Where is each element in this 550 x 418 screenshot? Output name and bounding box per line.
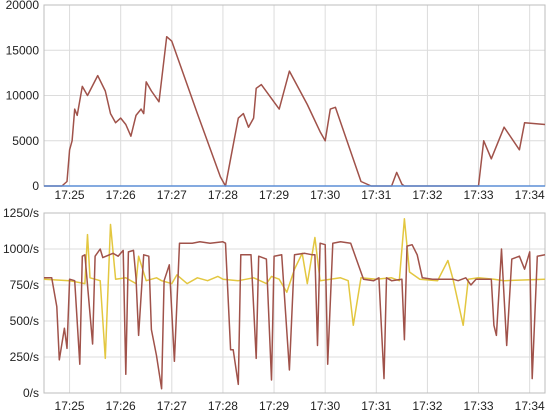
bottom-chart-panel: 0/s 250/s 500/s 750/s 1000/s 1250/s 17:25 17:26… xyxy=(3,206,546,413)
bottom-x-tick-label: 17:32 xyxy=(412,399,442,413)
bottom-series-line-0 xyxy=(43,218,546,360)
top-x-tick-label: 17:29 xyxy=(259,188,289,202)
top-x-tick-label: 17:25 xyxy=(55,188,85,202)
bottom-y-tick-label: 1000/s xyxy=(3,242,39,256)
bottom-x-tick-label: 17:30 xyxy=(310,399,340,413)
bottom-x-tick-label: 17:27 xyxy=(157,399,187,413)
top-chart-panel: 0 5000 10000 15000 20000 17:25 17:26 17:27 17:28… xyxy=(6,0,546,202)
bottom-x-tick-label: 17:34 xyxy=(515,399,545,413)
top-y-tick-label: 15000 xyxy=(6,43,40,57)
bottom-x-tick-label: 17:28 xyxy=(208,399,238,413)
top-y-tick-label: 20000 xyxy=(6,0,40,12)
top-x-tick-label: 17:32 xyxy=(412,188,442,202)
bottom-x-tick-label: 17:33 xyxy=(464,399,494,413)
top-y-tick-label: 5000 xyxy=(12,134,39,148)
top-x-tick-label: 17:27 xyxy=(157,188,187,202)
top-x-tick-label: 17:28 xyxy=(208,188,238,202)
bottom-x-tick-label: 17:31 xyxy=(361,399,391,413)
bottom-y-tick-label: 250/s xyxy=(10,350,39,364)
bottom-y-tick-label: 0/s xyxy=(23,386,39,400)
top-y-tick-label: 10000 xyxy=(6,89,40,103)
bottom-series-line-1 xyxy=(44,241,546,390)
bottom-x-tick-label: 17:25 xyxy=(55,399,85,413)
top-y-tick-label: 0 xyxy=(32,179,39,193)
bottom-y-tick-label: 750/s xyxy=(10,278,39,292)
top-series-line-0 xyxy=(44,35,546,187)
bottom-plot-frame xyxy=(43,212,546,394)
top-x-tick-label: 17:26 xyxy=(106,188,136,202)
top-x-tick-label: 17:31 xyxy=(361,188,391,202)
bottom-y-tick-label: 1250/s xyxy=(3,206,39,220)
bottom-x-tick-label: 17:29 xyxy=(259,399,289,413)
bottom-y-tick-label: 500/s xyxy=(10,314,39,328)
top-x-tick-label: 17:34 xyxy=(515,188,545,202)
top-x-tick-label: 17:30 xyxy=(310,188,340,202)
bottom-x-tick-label: 17:26 xyxy=(106,399,136,413)
top-x-tick-label: 17:33 xyxy=(464,188,494,202)
